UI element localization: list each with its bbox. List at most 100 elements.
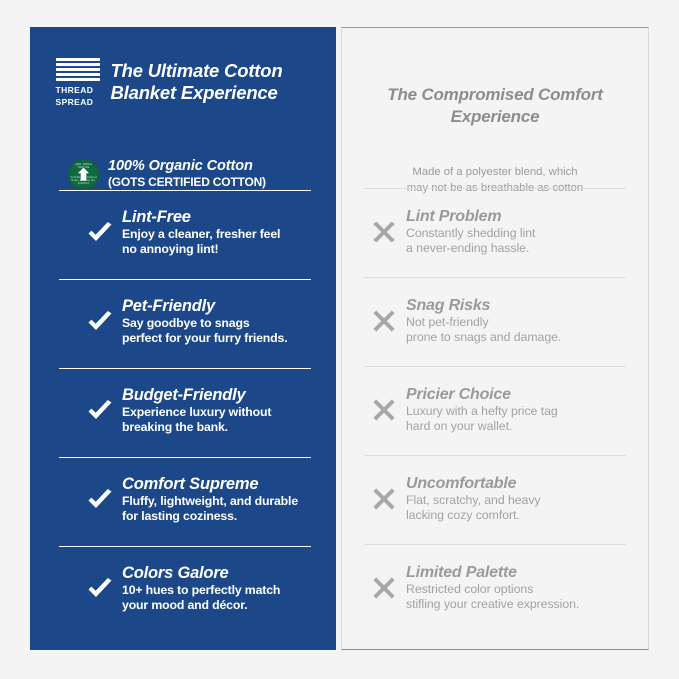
con-item-desc: Not pet-friendly prone to snags and dama… — [406, 315, 638, 345]
con-list-item: Snag Risks Not pet-friendly prone to sna… — [362, 296, 644, 345]
divider — [59, 190, 311, 191]
con-list-item: Pricier Choice Luxury with a hefty price… — [362, 385, 644, 434]
pro-item-desc: Experience luxury without breaking the b… — [122, 405, 330, 435]
con-item-title: Uncomfortable — [406, 475, 517, 492]
brand-header: THREAD SPREAD The Ultimate Cotton Blanke… — [30, 56, 336, 107]
organic-cotton-main: 100% Organic Cotton — [108, 158, 253, 174]
con-item-desc-line1: Not pet-friendly — [406, 315, 489, 329]
organic-cotton-text: 100% Organic Cotton (GOTS CERTIFIED COTT… — [108, 158, 298, 190]
con-item-desc-line1: Luxury with a hefty price tag — [406, 404, 558, 418]
organic-cotton-row: GLOBAL ORGANIC TEXTILE Certified by Cont… — [30, 158, 336, 190]
check-icon — [78, 221, 122, 245]
con-item-desc-line2: prone to snags and damage. — [406, 330, 562, 344]
check-icon — [78, 310, 122, 334]
divider — [364, 366, 626, 367]
pro-item-desc-line2: perfect for your furry friends. — [122, 331, 288, 345]
divider — [59, 368, 311, 369]
cross-icon — [362, 576, 406, 600]
con-item-desc: Luxury with a hefty price tag hard on yo… — [406, 404, 638, 434]
pro-item-desc-line2: for lasting coziness. — [122, 509, 238, 523]
pro-item-desc-line1: Say goodbye to snags — [122, 316, 250, 330]
divider — [364, 277, 626, 278]
pro-list-item: Colors Galore 10+ hues to perfectly matc… — [78, 564, 336, 613]
con-item-desc: Restricted color options stifling your c… — [406, 582, 638, 612]
con-item-desc-line1: Restricted color options — [406, 582, 534, 596]
con-item-desc-line2: a never-ending hassle. — [406, 241, 530, 255]
pro-item-desc-line2: no annoying lint! — [122, 242, 219, 256]
pro-item-title: Lint-Free — [122, 208, 191, 226]
con-list-item-body: Lint Problem Constantly shedding lint a … — [406, 207, 638, 256]
cross-icon — [362, 220, 406, 244]
pro-item-desc-line1: Experience luxury without — [122, 405, 272, 419]
pro-list-item: Budget-Friendly Experience luxury withou… — [78, 386, 336, 435]
divider — [59, 546, 311, 547]
con-list-item-body: Uncomfortable Flat, scratchy, and heavy … — [406, 474, 638, 523]
con-subtitle-line2: may not be as breathable as cotton — [406, 181, 584, 194]
logo-stripe — [55, 73, 100, 76]
pro-list-item-body: Pet-Friendly Say goodbye to snags perfec… — [122, 297, 330, 346]
con-list-item: Lint Problem Constantly shedding lint a … — [362, 207, 644, 256]
pro-item-desc: Enjoy a cleaner, fresher feel no annoyin… — [122, 227, 330, 257]
pro-item-title: Budget-Friendly — [122, 386, 246, 404]
upward-arrow-icon — [77, 167, 90, 181]
pro-item-title: Colors Galore — [122, 564, 229, 582]
logo-wordmark-line2: SPREAD — [55, 96, 94, 107]
pro-item-title: Comfort Supreme — [122, 475, 259, 493]
pro-list-item-body: Colors Galore 10+ hues to perfectly matc… — [122, 564, 330, 613]
con-list-item: Limited Palette Restricted color options… — [362, 563, 644, 612]
pro-item-desc: Fluffy, lightweight, and durable for las… — [122, 494, 330, 524]
pro-item-desc-line2: breaking the bank. — [122, 420, 228, 434]
con-subtitle-line1: Made of a polyester blend, which — [412, 166, 578, 178]
pro-item-desc-line1: 10+ hues to perfectly match — [122, 583, 281, 597]
con-item-title: Limited Palette — [406, 564, 517, 581]
con-item-desc: Constantly shedding lint a never-ending … — [406, 226, 638, 256]
pro-item-desc-line1: Enjoy a cleaner, fresher feel — [122, 227, 281, 241]
cross-icon — [362, 487, 406, 511]
cross-icon — [362, 398, 406, 422]
divider — [364, 188, 626, 189]
pro-panel: THREAD SPREAD The Ultimate Cotton Blanke… — [30, 27, 336, 650]
pro-item-desc: 10+ hues to perfectly match your mood an… — [122, 583, 330, 613]
con-panel: The Compromised Comfort Experience Made … — [341, 27, 649, 650]
badge-ring-top-text: GLOBAL ORGANIC TEXTILE — [70, 162, 97, 169]
con-item-desc-line2: hard on your wallet. — [406, 419, 513, 433]
divider — [364, 455, 626, 456]
con-panel-title: The Compromised Comfort Experience — [387, 85, 603, 126]
cross-icon — [362, 309, 406, 333]
pro-list-item-body: Budget-Friendly Experience luxury withou… — [122, 386, 330, 435]
gots-certified-badge: GLOBAL ORGANIC TEXTILE Certified by Cont… — [68, 158, 99, 190]
con-panel-subtitle: Made of a polyester blend, which may not… — [342, 165, 648, 196]
logo-stripe — [55, 78, 100, 81]
check-icon — [78, 399, 122, 423]
pro-list-item-body: Comfort Supreme Fluffy, lightweight, and… — [122, 475, 330, 524]
con-item-desc-line1: Flat, scratchy, and heavy — [406, 493, 541, 507]
badge-ring-bottom-text: Certified by Control Union License No. 1… — [70, 176, 97, 185]
pro-list-item: Pet-Friendly Say goodbye to snags perfec… — [78, 297, 336, 346]
organic-cotton-sub: (GOTS CERTIFIED COTTON) — [108, 175, 266, 189]
divider — [59, 279, 311, 280]
con-item-title: Pricier Choice — [406, 386, 511, 403]
pro-item-desc: Say goodbye to snags perfect for your fu… — [122, 316, 330, 346]
logo-stripe — [55, 63, 100, 66]
thread-spread-stripes-logo: THREAD SPREAD — [55, 58, 100, 107]
divider — [364, 544, 626, 545]
check-icon — [78, 577, 122, 601]
con-list-item-body: Snag Risks Not pet-friendly prone to sna… — [406, 296, 638, 345]
con-item-desc-line1: Constantly shedding lint — [406, 226, 536, 240]
con-item-desc: Flat, scratchy, and heavy lacking cozy c… — [406, 493, 638, 523]
pro-list-item: Comfort Supreme Fluffy, lightweight, and… — [78, 475, 336, 524]
con-item-desc-line2: lacking cozy comfort. — [406, 508, 520, 522]
check-icon — [78, 488, 122, 512]
divider — [59, 457, 311, 458]
con-list-item: Uncomfortable Flat, scratchy, and heavy … — [362, 474, 644, 523]
con-item-title: Snag Risks — [406, 297, 491, 314]
pro-list-item: Lint-Free Enjoy a cleaner, fresher feel … — [78, 208, 336, 257]
con-list-item-body: Limited Palette Restricted color options… — [406, 563, 638, 612]
logo-stripe — [55, 58, 100, 61]
logo-stripe — [55, 68, 100, 71]
logo-wordmark-line1: THREAD — [55, 85, 94, 95]
pro-list-item-body: Lint-Free Enjoy a cleaner, fresher feel … — [122, 208, 330, 257]
pro-item-desc-line2: your mood and décor. — [122, 598, 248, 612]
pro-item-title: Pet-Friendly — [122, 297, 215, 315]
